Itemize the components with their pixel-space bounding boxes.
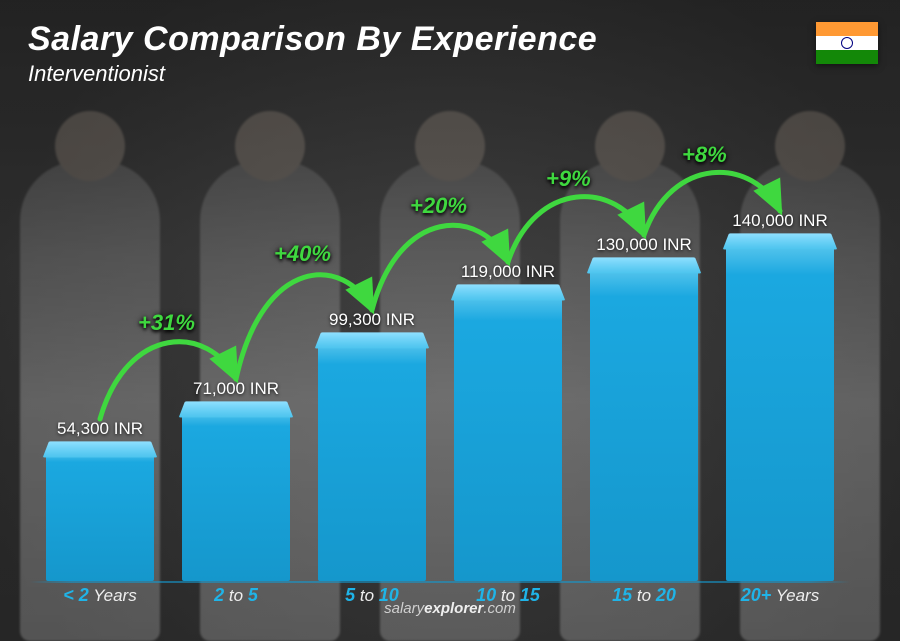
bar-cap [451, 284, 566, 300]
page-title: Salary Comparison By Experience [28, 20, 597, 59]
bar [182, 409, 290, 581]
bar-group: 130,000 INR [584, 235, 704, 581]
bar-cap [315, 332, 430, 348]
bar-cap [723, 233, 838, 249]
india-flag-icon [816, 22, 878, 64]
growth-arc-label: +31% [138, 310, 195, 336]
bar-value-label: 99,300 INR [329, 310, 415, 330]
ashoka-chakra-icon [841, 37, 853, 49]
x-axis-label: 5 to 10 [312, 585, 432, 621]
x-axis-label: 2 to 5 [176, 585, 296, 621]
bar-group: 119,000 INR [448, 262, 568, 581]
bar-chart: 54,300 INR 71,000 INR 99,300 INR 119,000 IN… [40, 101, 840, 581]
bar-cap [43, 441, 158, 457]
bar-group: 71,000 INR [176, 379, 296, 581]
bar [46, 449, 154, 581]
bar [454, 292, 562, 581]
bar-cap [179, 401, 294, 417]
x-axis-label: < 2 Years [40, 585, 160, 621]
growth-arc-label: +40% [274, 241, 331, 267]
bar-value-label: 71,000 INR [193, 379, 279, 399]
bar-value-label: 130,000 INR [596, 235, 691, 255]
bar-group: 99,300 INR [312, 310, 432, 581]
chart-baseline [30, 581, 850, 583]
x-axis-label: 20+ Years [720, 585, 840, 621]
bar-value-label: 140,000 INR [732, 211, 827, 231]
bar [726, 241, 834, 581]
growth-arc-label: +8% [682, 142, 727, 168]
bar-group: 54,300 INR [40, 419, 160, 581]
x-axis-label: 10 to 15 [448, 585, 568, 621]
flag-stripe-top [816, 22, 878, 36]
bar-cap [587, 257, 702, 273]
flag-stripe-bottom [816, 50, 878, 64]
bar-group: 140,000 INR [720, 211, 840, 581]
bar-value-label: 119,000 INR [461, 262, 555, 282]
flag-stripe-mid [816, 36, 878, 50]
growth-arc-label: +9% [546, 166, 591, 192]
title-block: Salary Comparison By Experience Interven… [28, 20, 597, 87]
page-subtitle: Interventionist [28, 61, 597, 87]
x-axis-label: 15 to 20 [584, 585, 704, 621]
x-axis: < 2 Years 2 to 5 5 to 10 10 to 15 15 to 20 20… [40, 585, 840, 621]
bar [318, 340, 426, 581]
bar [590, 265, 698, 581]
bar-value-label: 54,300 INR [57, 419, 143, 439]
growth-arc-label: +20% [410, 193, 467, 219]
